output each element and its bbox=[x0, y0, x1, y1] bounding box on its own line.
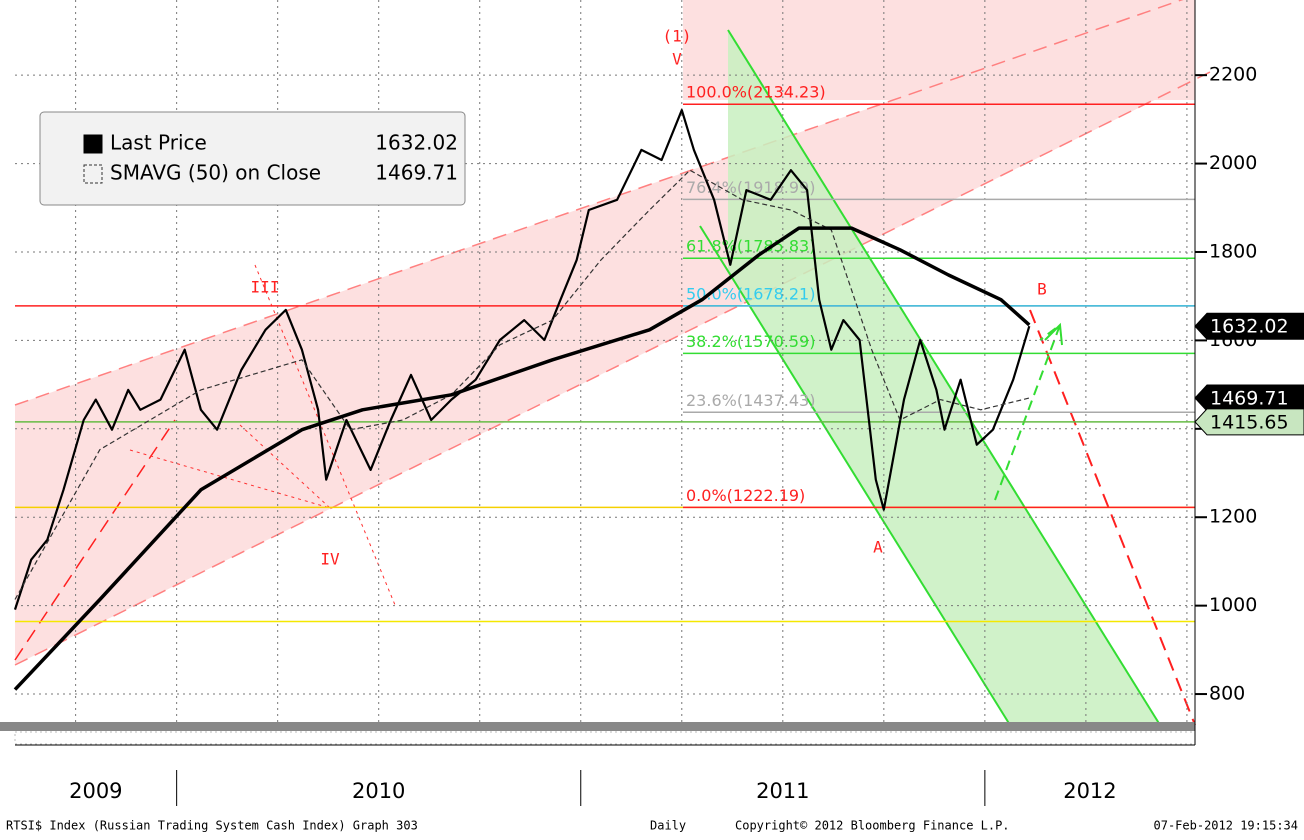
annotation: IV bbox=[320, 550, 340, 569]
fib-label: 61.8%(1785.83) bbox=[686, 237, 815, 256]
annotation: B bbox=[1037, 280, 1047, 299]
footer-period: Daily bbox=[650, 819, 686, 833]
annotation: A bbox=[873, 538, 883, 557]
legend-label: SMAVG (50) on Close bbox=[110, 161, 321, 185]
year-label: 2011 bbox=[756, 779, 809, 803]
footer-timestamp: 07-Feb-2012 19:15:34 bbox=[1154, 819, 1299, 833]
year-label: 2009 bbox=[69, 779, 122, 803]
year-label: 2012 bbox=[1063, 779, 1116, 803]
series-line bbox=[13, 226, 1031, 691]
annotation: III bbox=[251, 278, 280, 297]
y-tick-label: 800 bbox=[1209, 683, 1245, 705]
price-tag bbox=[1194, 408, 1304, 436]
fib-label: 38.2%(1570.59) bbox=[686, 332, 815, 351]
annotation: (1) bbox=[663, 27, 692, 46]
panel-divider bbox=[0, 722, 1195, 731]
y-tick-label: 2200 bbox=[1209, 64, 1257, 86]
y-tick-label: 1800 bbox=[1209, 240, 1257, 262]
price-tag-label: 1632.02 bbox=[1210, 316, 1289, 338]
channel-edge bbox=[14, 71, 1211, 666]
annotation: V bbox=[672, 50, 682, 69]
year-label: 2010 bbox=[352, 779, 405, 803]
footer-copyright: Copyright© 2012 Bloomberg Finance L.P. bbox=[735, 819, 1010, 833]
wave-line bbox=[254, 264, 396, 606]
projection-line bbox=[1029, 309, 1196, 726]
fib-label: 100.0%(2134.23) bbox=[686, 83, 826, 102]
y-tick-label: 2000 bbox=[1209, 152, 1257, 174]
projection-arrow bbox=[1044, 322, 1063, 346]
price-tag bbox=[1194, 384, 1304, 412]
legend-label: Last Price bbox=[110, 131, 207, 155]
y-tick-label: 1200 bbox=[1209, 506, 1257, 528]
fib-label: 23.6%(1437.43) bbox=[686, 391, 815, 410]
fib-label: 0.0%(1222.19) bbox=[686, 486, 805, 505]
lower-panel bbox=[14, 731, 1196, 745]
channel-edge bbox=[14, 0, 1184, 406]
channel-edge bbox=[699, 225, 1011, 726]
price-tag-label: 1469.71 bbox=[1210, 387, 1289, 409]
legend-value: 1632.02 bbox=[375, 131, 458, 155]
y-tick-label: 1000 bbox=[1209, 594, 1257, 616]
price-tag bbox=[1194, 312, 1304, 340]
channel-fill bbox=[15, 0, 1195, 665]
legend bbox=[39, 111, 466, 206]
trend-line bbox=[14, 419, 176, 661]
legend-value: 1469.71 bbox=[375, 161, 458, 185]
legend-entries: Last Price 1632.02 SMAVG (50) on Close 1469… bbox=[83, 131, 458, 185]
fib-label: 50.0%(1678.21) bbox=[686, 284, 815, 303]
price-tag-label: 1415.65 bbox=[1210, 411, 1289, 433]
channel-edge bbox=[727, 29, 1161, 726]
series-line bbox=[14, 169, 1030, 600]
legend-swatch bbox=[83, 164, 103, 184]
footer-title: RTSI$ Index (Russian Trading System Cash… bbox=[6, 819, 418, 833]
legend-swatch bbox=[83, 134, 103, 154]
